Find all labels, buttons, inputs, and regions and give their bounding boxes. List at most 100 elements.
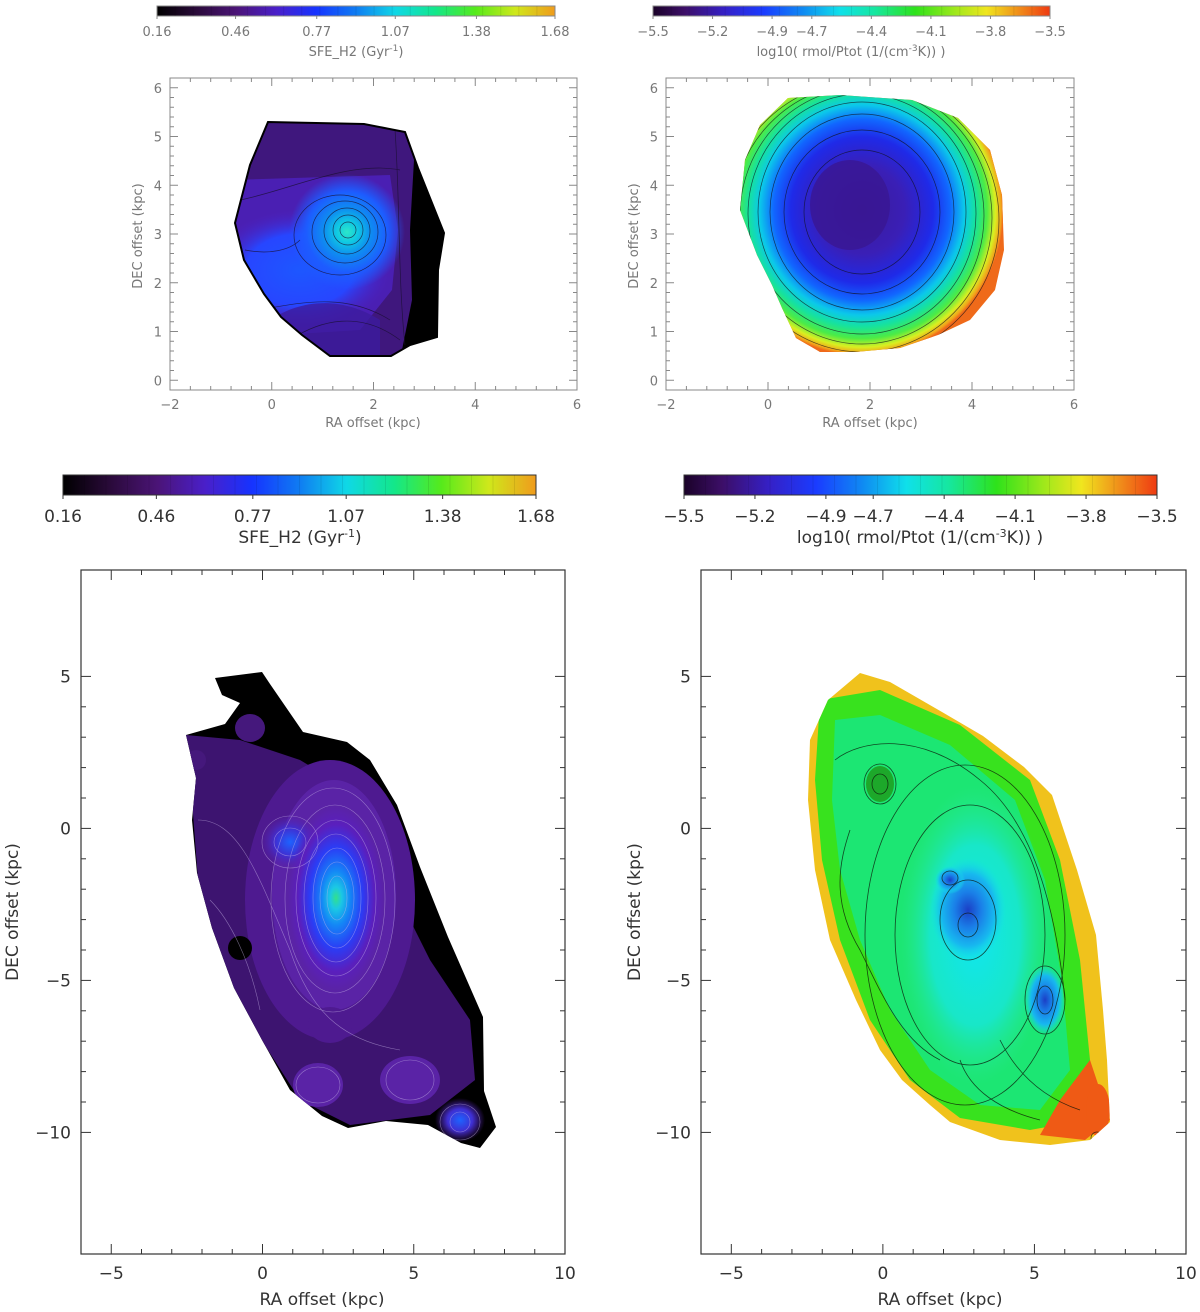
- colorbar-sfe-top: 0.16 0.46 0.77 1.07 1.38 1.68 SFE_H2 (Gyr-1): [143, 5, 570, 60]
- panel-top-right: −5.5 −5.2 −4.9 −4.7 −4.4 −4.1 −3.8 −3.5 log10( …: [627, 5, 1078, 431]
- colorbar-tick-label: 0.46: [137, 507, 175, 527]
- y-tick-label: 2: [650, 277, 658, 292]
- x-tick-label: 5: [408, 1264, 419, 1284]
- x-axis-label-bl: RA offset (kpc): [260, 1290, 385, 1310]
- y-tick-label: 0: [680, 819, 691, 839]
- colorbar-tick-label: −5.2: [734, 507, 775, 527]
- colorbar-tick-label: −5.2: [697, 25, 729, 40]
- x-tick-label: −2: [160, 398, 179, 413]
- y-tick-label: 3: [154, 228, 162, 243]
- x-axis-label-tr: RA offset (kpc): [822, 416, 918, 431]
- colorbar-rmol-top: −5.5 −5.2 −4.9 −4.7 −4.4 −4.1 −3.8 −3.5 log10( …: [637, 5, 1066, 60]
- colorbar-sfe-top-label: SFE_H2 (Gyr-1): [309, 44, 404, 60]
- colorbar-tick-label: 0.77: [234, 507, 272, 527]
- y-tick-label: 1: [154, 326, 162, 341]
- x-tick-label: 6: [573, 398, 581, 413]
- colorbar-tick-label: −5.5: [663, 507, 704, 527]
- colorbar-rmol-bottom-label: log10( rmol/Ptot (1/(cm-3K)) ): [797, 527, 1043, 548]
- x-tick-label: 4: [471, 398, 479, 413]
- colorbar-tick-label: −3.8: [1065, 507, 1106, 527]
- y-tick-label: −10: [655, 1123, 691, 1143]
- y-tick-label: 1: [650, 326, 658, 341]
- colorbar-sfe-top-bar: [156, 5, 556, 17]
- colorbar-sfe-bottom-label: SFE_H2 (Gyr-1): [238, 527, 361, 548]
- colorbar-tick-label: 1.07: [381, 25, 410, 40]
- y-tick-label: 0: [154, 374, 162, 389]
- panel-top-left: 0.16 0.46 0.77 1.07 1.38 1.68 SFE_H2 (Gyr-1) …: [131, 5, 581, 431]
- y-tick-label: 0: [60, 819, 71, 839]
- colorbar-tick-label: −4.7: [853, 507, 894, 527]
- axis-ticks-tl: −2 0 2 4 6 0 1 2 3 4 5 6: [154, 78, 581, 413]
- colorbar-tick-label: −3.8: [975, 25, 1007, 40]
- x-tick-label: 0: [268, 398, 276, 413]
- x-tick-label: 0: [764, 398, 772, 413]
- x-tick-label: −2: [656, 398, 675, 413]
- contours-sfe-large: [197, 787, 481, 1141]
- colorbar-rmol-top-label: log10( rmol/Ptot (1/(cm-3K)) ): [757, 44, 946, 60]
- y-tick-label: 4: [650, 179, 658, 194]
- colorbar-tick-label: −3.5: [1136, 507, 1177, 527]
- y-axis-label-br: DEC offset (kpc): [625, 843, 645, 981]
- colorbar-tick-label: 0.16: [143, 25, 172, 40]
- x-axis-label-tl: RA offset (kpc): [325, 416, 421, 431]
- colorbar-tick-label: −4.1: [994, 507, 1035, 527]
- panel-bottom-right: −5.5 −5.2 −4.9 −4.7 −4.4 −4.1 −3.8 −3.5 log10( …: [625, 474, 1197, 1310]
- colorbar-tick-label: −4.7: [796, 25, 828, 40]
- axis-ticks-tr: −2 0 2 4 6 0 1 2 3 4 5 6: [650, 78, 1078, 413]
- colorbar-sfe-bottom: 0.16 0.46 0.77 1.07 1.38 1.68 SFE_H2 (Gyr-1): [44, 474, 555, 548]
- x-axis-label-br: RA offset (kpc): [878, 1290, 1003, 1310]
- y-tick-label: 5: [60, 667, 71, 687]
- colorbar-tick-label: 1.07: [327, 507, 365, 527]
- y-tick-label: 6: [154, 82, 162, 97]
- y-tick-label: −5: [666, 971, 691, 991]
- colorbar-rmol-bottom-ticks: −5.5 −5.2 −4.9 −4.7 −4.4 −4.1 −3.8 −3.5: [663, 475, 1178, 527]
- x-tick-label: 0: [257, 1264, 268, 1284]
- y-tick-label: −5: [46, 971, 71, 991]
- colorbar-tick-label: 1.68: [517, 507, 555, 527]
- x-tick-label: 4: [968, 398, 976, 413]
- x-tick-label: −5: [719, 1264, 744, 1284]
- x-tick-label: 6: [1070, 398, 1078, 413]
- colorbar-tick-label: 0.46: [221, 25, 250, 40]
- y-axis-label-bl: DEC offset (kpc): [3, 843, 23, 981]
- contours-rmol-large: [834, 743, 1104, 1145]
- x-tick-label: 10: [1175, 1264, 1197, 1284]
- y-tick-label: 6: [650, 82, 658, 97]
- x-tick-label: 5: [1029, 1264, 1040, 1284]
- colorbar-rmol-bottom: −5.5 −5.2 −4.9 −4.7 −4.4 −4.1 −3.8 −3.5 log10( …: [663, 474, 1178, 548]
- heatmap-sfe-large: [186, 672, 496, 1148]
- y-tick-label: 5: [680, 667, 691, 687]
- colorbar-rmol-bottom-bar: [683, 474, 1158, 496]
- colorbar-tick-label: −3.5: [1034, 25, 1066, 40]
- y-tick-label: 3: [650, 228, 658, 243]
- colorbar-tick-label: 1.68: [541, 25, 570, 40]
- colorbar-tick-label: 1.38: [462, 25, 491, 40]
- x-tick-label: −5: [99, 1264, 124, 1284]
- y-tick-label: −10: [35, 1123, 71, 1143]
- x-tick-label: 0: [877, 1264, 888, 1284]
- axis-ticks-br: −5 0 5 10 5 0 −5 −10: [655, 570, 1197, 1284]
- panel-bottom-left: 0.16 0.46 0.77 1.07 1.38 1.68 SFE_H2 (Gyr-1): [3, 474, 576, 1310]
- x-tick-label: 2: [866, 398, 874, 413]
- colorbar-tick-label: −4.1: [915, 25, 947, 40]
- heatmap-rmol-small: [740, 95, 1004, 352]
- colorbar-rmol-top-bar: [652, 5, 1051, 17]
- y-tick-label: 2: [154, 277, 162, 292]
- axis-ticks-bl: −5 0 5 10 5 0 −5 −10: [35, 570, 576, 1284]
- y-tick-label: 4: [154, 179, 162, 194]
- colorbar-tick-label: −4.4: [856, 25, 888, 40]
- y-axis-label-tl: DEC offset (kpc): [131, 183, 146, 288]
- colorbar-tick-label: −4.9: [805, 507, 846, 527]
- x-tick-label: 10: [554, 1264, 576, 1284]
- heatmap-sfe-small: [235, 122, 444, 356]
- colorbar-sfe-bottom-bar: [62, 474, 537, 496]
- y-axis-label-tr: DEC offset (kpc): [627, 183, 642, 288]
- region-outline-tl: [233, 120, 446, 357]
- colorbar-tick-label: 0.16: [44, 507, 82, 527]
- colorbar-sfe-bottom-ticks: 0.16 0.46 0.77 1.07 1.38 1.68: [44, 475, 555, 527]
- colorbar-tick-label: 1.38: [424, 507, 462, 527]
- y-tick-label: 5: [154, 131, 162, 146]
- colorbar-tick-label: −4.4: [924, 507, 965, 527]
- colorbar-rmol-top-ticks: −5.5 −5.2 −4.9 −4.7 −4.4 −4.1 −3.8 −3.5: [637, 6, 1066, 40]
